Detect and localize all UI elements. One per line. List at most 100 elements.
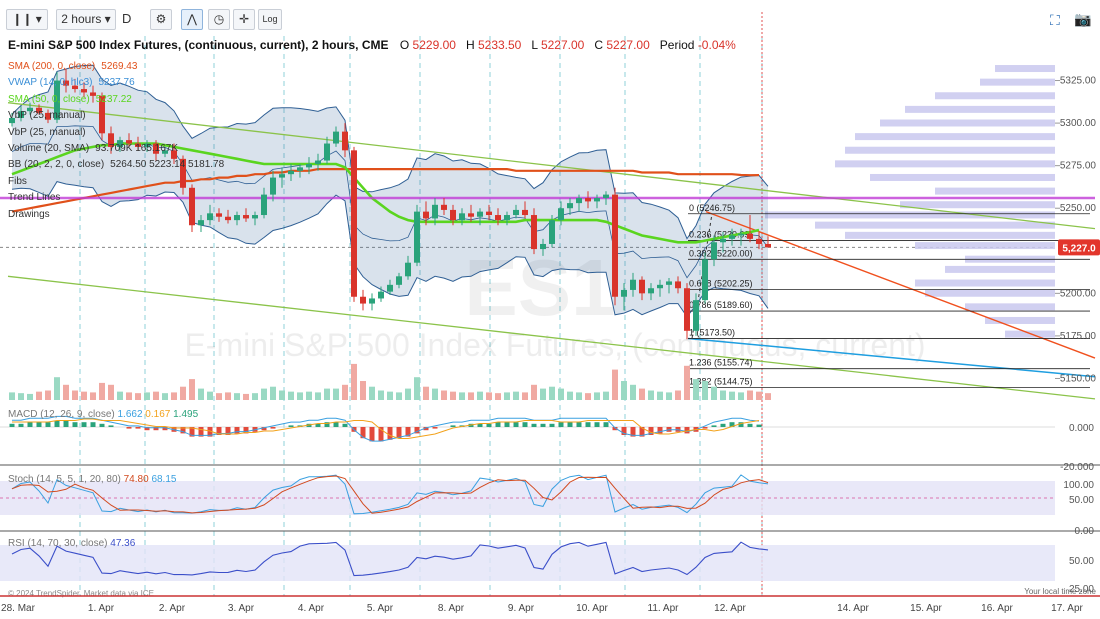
volume-bar — [666, 392, 672, 400]
interval-label: 2 hours — [61, 12, 102, 26]
vbp-bar — [995, 65, 1055, 73]
legend-item[interactable]: VWAP (14, 0, hlc3) 5237.76 — [8, 77, 135, 89]
legend-item[interactable]: VbP (25, manual) — [8, 127, 86, 139]
interval-dropdown[interactable]: 2 hours ▾ — [56, 9, 116, 30]
volume-bar — [513, 391, 519, 400]
fib-level-label: 0.236 (5230.99) — [689, 230, 753, 240]
chart-title: E-mini S&P 500 Index Futures, (continuou… — [8, 38, 389, 52]
settings-button[interactable]: ⚙ — [150, 9, 172, 30]
legend-label: Volume (20, SMA) — [8, 143, 90, 154]
candle-body — [522, 209, 528, 216]
candle-body — [171, 150, 177, 159]
volume-bar — [576, 392, 582, 400]
candle-body — [180, 158, 186, 188]
volume-bar — [738, 392, 744, 400]
candle-body — [243, 215, 249, 219]
local-time-label: Your local time zone — [1024, 587, 1096, 596]
low-value: 5227.00 — [540, 38, 585, 52]
legend-item[interactable]: Trend Lines — [8, 192, 60, 204]
macd-histogram-bar — [18, 423, 24, 427]
candle-body — [747, 233, 753, 239]
legend-item[interactable]: BB (20, 2, 2, 0, close) 5264.50 5223.14 5… — [8, 159, 224, 171]
volume-bar — [720, 390, 726, 400]
legend-item[interactable]: Fibs — [8, 176, 27, 188]
legend-item[interactable]: Drawings — [8, 209, 50, 221]
candle-body — [486, 211, 492, 216]
volume-bar — [216, 393, 222, 400]
price-tick-label: 5150.00 — [1060, 373, 1097, 384]
macd-histogram-bar — [414, 427, 420, 434]
legend-item[interactable]: SMA (50, 0, close) 5237.22 — [8, 94, 132, 106]
candle-body — [765, 243, 771, 248]
candle-body — [477, 211, 483, 217]
symbol-menu-button[interactable]: ❙❙ ▾ — [6, 9, 48, 30]
vbp-bar — [915, 242, 1055, 250]
trend-line-blue — [687, 337, 1096, 378]
chart-style-button[interactable]: ⋀ — [181, 9, 203, 30]
crosshair-button[interactable]: ✛ — [233, 9, 255, 30]
watermark: ES1 E-mini S&P 500 Index Futures, (conti… — [184, 243, 925, 363]
volume-bar — [747, 390, 753, 400]
candle-body — [324, 143, 330, 161]
legend-item[interactable]: VbP (25, manual) — [8, 110, 86, 122]
vbp-bar — [965, 303, 1055, 311]
candle-body — [504, 215, 510, 221]
high-value: 5233.50 — [477, 38, 522, 52]
toolbar: ❙❙ ▾ 2 hours ▾ D ⚙ ⋀ ◷ ✛ Log ⛶ 📷 — [0, 0, 1100, 36]
camera-icon[interactable]: 📷 — [1074, 11, 1092, 27]
moving-averages — [0, 142, 1095, 244]
volume-bar — [504, 392, 510, 400]
candle-body — [333, 131, 339, 144]
legend-item[interactable]: SMA (200, 0, close) 5269.43 — [8, 61, 137, 73]
volume-bar — [765, 393, 771, 400]
vbp-bar — [945, 265, 1055, 273]
volume-bar — [432, 388, 438, 400]
vbp-bar — [815, 221, 1055, 229]
macd-histogram-bar — [594, 422, 600, 427]
candle-body — [432, 204, 438, 219]
vbp-bar — [935, 187, 1055, 195]
legend-label: BB (20, 2, 2, 0, close) — [8, 159, 105, 171]
price-tick-label: 5300.00 — [1060, 118, 1097, 129]
legend-label: VbP (25, manual) — [8, 126, 86, 138]
time-axis-label: 17. Apr — [1051, 603, 1083, 614]
volume-bar — [540, 388, 546, 400]
macd-histogram-bar — [342, 423, 348, 427]
clock-button[interactable]: ◷ — [208, 9, 230, 30]
macd-legend-value: 0.167 — [145, 409, 173, 420]
macd-histogram-bar — [450, 425, 456, 427]
volume-bar — [351, 363, 357, 400]
fib-level-label: 1.236 (5155.74) — [689, 358, 753, 368]
time-axis-label: 14. Apr — [837, 603, 869, 614]
candle-body — [711, 242, 717, 260]
candle-body — [252, 215, 258, 219]
volume-bar — [144, 392, 150, 400]
range-button[interactable]: D — [122, 11, 132, 26]
legend-item[interactable]: Volume (20, SMA) 93.709K 165.167K — [8, 143, 178, 155]
log-scale-button[interactable]: Log — [258, 9, 282, 30]
volume-bar — [162, 393, 168, 400]
volume-bar — [603, 391, 609, 400]
candle-body — [153, 143, 159, 154]
candle-body — [684, 288, 690, 331]
vbp-bar — [925, 289, 1055, 297]
stoch-legend-label: Stoch (14, 5, 5, 1, 20, 80) — [8, 474, 124, 485]
candle-body — [720, 238, 726, 243]
macd-histogram-bar — [432, 427, 438, 429]
bb-fill — [12, 65, 768, 317]
pane-axis-label: 0.000 — [1069, 423, 1094, 434]
candle-body — [369, 298, 375, 304]
fib-level-label: 1.382 (5144.75) — [689, 376, 753, 386]
volume-bar — [333, 388, 339, 400]
fullscreen-icon[interactable]: ⛶ — [1050, 12, 1060, 28]
pane-axis-label: 100.00 — [1063, 480, 1094, 491]
legend-label: Trend Lines — [8, 192, 61, 204]
candle-body — [396, 276, 402, 285]
volume-bar — [261, 388, 267, 400]
volume-bar — [270, 386, 276, 400]
vbp-bar — [915, 279, 1055, 287]
stoch-legend: Stoch (14, 5, 5, 1, 20, 80) 74.80 68.15 — [8, 474, 177, 485]
candle-body — [144, 143, 150, 147]
legend-value: 5269.43 — [101, 61, 138, 72]
